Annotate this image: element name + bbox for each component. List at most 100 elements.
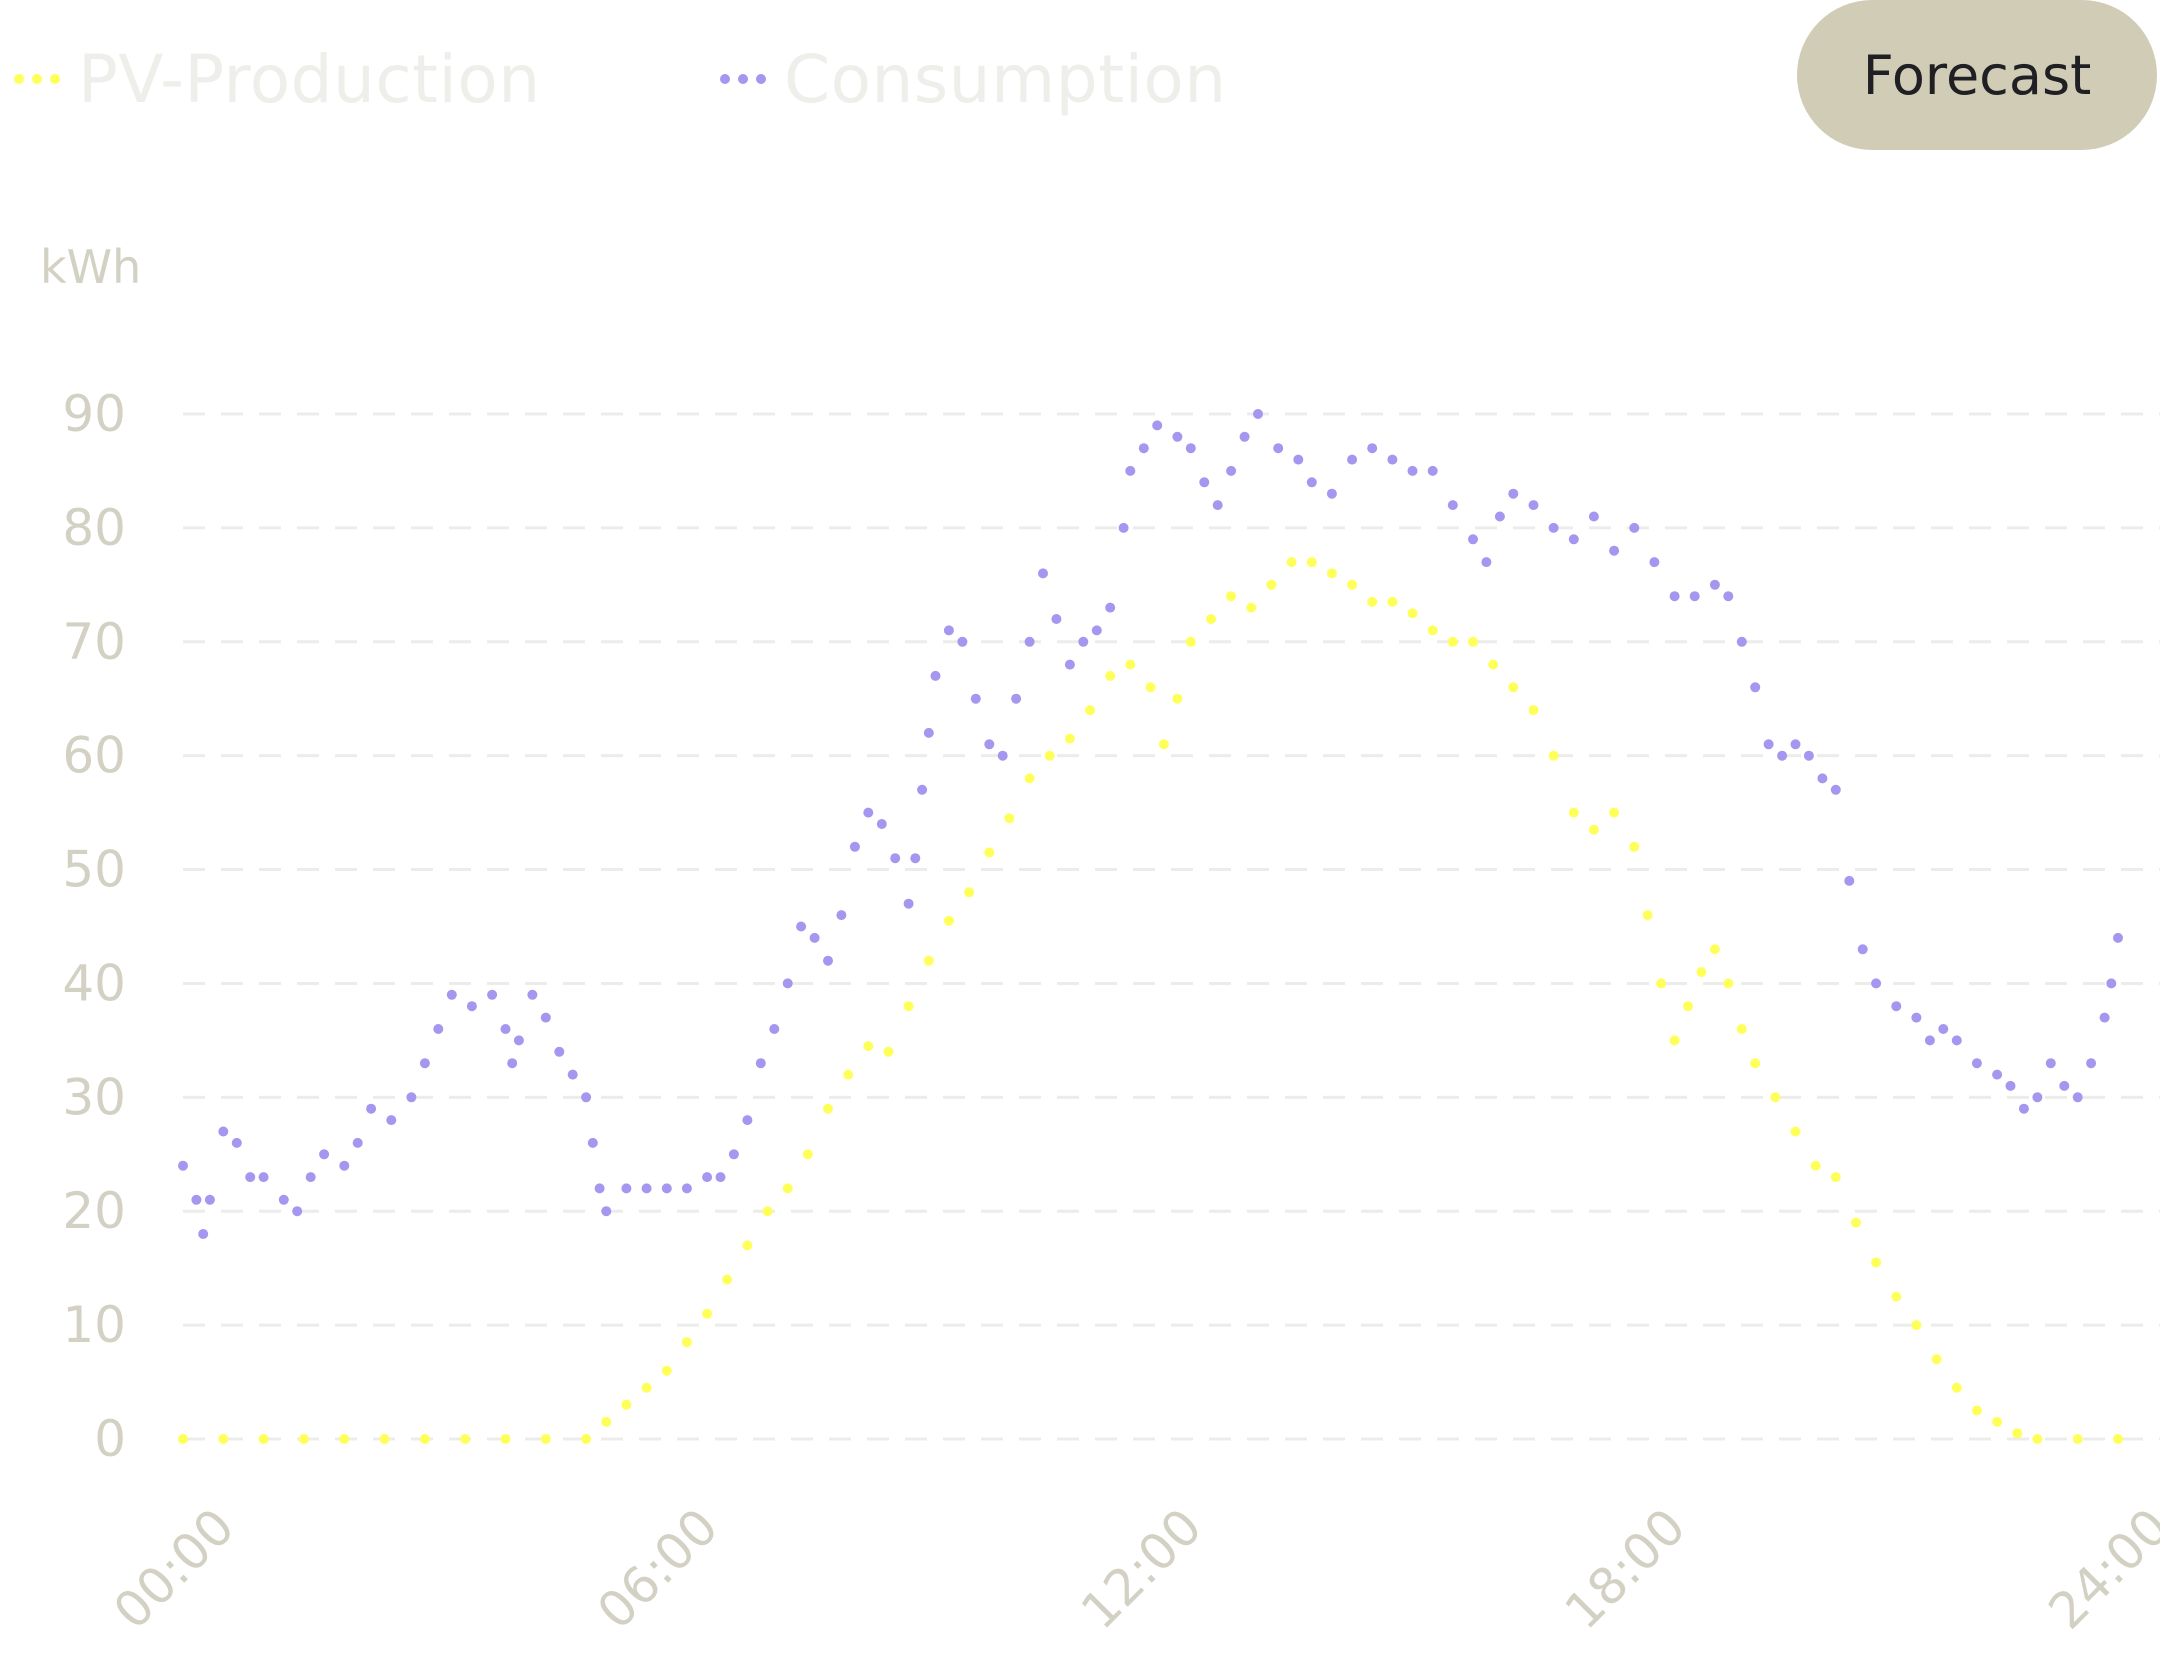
pv-production-point bbox=[1588, 824, 1599, 835]
consumption-point bbox=[2045, 1058, 2056, 1069]
pv-production-point bbox=[339, 1434, 350, 1444]
consumption-point bbox=[513, 1035, 524, 1046]
pv-production-point bbox=[1723, 978, 1734, 989]
y-tick-label: 0 bbox=[94, 1410, 126, 1468]
consumption-point bbox=[433, 1024, 444, 1034]
pv-production-point bbox=[178, 1434, 188, 1444]
consumption-point bbox=[1078, 636, 1089, 647]
consumption-point bbox=[601, 1206, 612, 1217]
forecast-button[interactable]: Forecast bbox=[1797, 0, 2157, 150]
consumption-point bbox=[231, 1137, 242, 1148]
consumption-point bbox=[567, 1069, 578, 1080]
consumption-point bbox=[1138, 443, 1149, 454]
y-tick-label: 10 bbox=[62, 1296, 126, 1354]
consumption-point bbox=[1924, 1035, 1935, 1046]
pv-production-point bbox=[782, 1183, 793, 1194]
consumption-point bbox=[1857, 944, 1868, 955]
consumption-point bbox=[1548, 522, 1559, 533]
pv-production-point bbox=[1669, 1035, 1680, 1046]
pv-production-point bbox=[1508, 682, 1519, 693]
consumption-point bbox=[339, 1160, 350, 1171]
pv-production-point bbox=[1548, 750, 1559, 761]
pv-production-point bbox=[1629, 841, 1640, 852]
consumption-point bbox=[1494, 511, 1505, 522]
consumption-point bbox=[903, 898, 914, 909]
consumption-point bbox=[1387, 454, 1398, 465]
consumption-point bbox=[702, 1172, 713, 1183]
consumption-point bbox=[742, 1115, 753, 1126]
consumption-point bbox=[1105, 602, 1116, 613]
consumption-point bbox=[1038, 568, 1048, 579]
consumption-point bbox=[970, 693, 981, 704]
pv-production-point bbox=[2012, 1428, 2023, 1439]
consumption-point bbox=[661, 1183, 672, 1194]
consumption-point bbox=[319, 1149, 330, 1160]
consumption-point bbox=[1185, 443, 1196, 454]
consumption-point bbox=[943, 625, 954, 636]
consumption-point bbox=[218, 1126, 229, 1137]
pv-production-point bbox=[1891, 1291, 1902, 1302]
pv-production-point bbox=[298, 1434, 309, 1444]
pv-production-point bbox=[1642, 910, 1653, 921]
pv-production-point bbox=[1568, 807, 1579, 818]
pv-production-point bbox=[419, 1434, 430, 1444]
pv-production-point bbox=[1306, 557, 1317, 568]
consumption-point bbox=[930, 670, 941, 681]
pv-production-point bbox=[1683, 1001, 1693, 1012]
consumption-point bbox=[245, 1172, 256, 1183]
y-tick-label: 20 bbox=[62, 1182, 126, 1240]
y-tick-label: 60 bbox=[62, 727, 126, 785]
x-axis-ticks: 00:00 06:00 12:00 18:00 24:00 bbox=[103, 1497, 2160, 1640]
pv-production-point bbox=[1736, 1024, 1747, 1034]
consumption-point bbox=[984, 739, 995, 750]
pv-production-point bbox=[702, 1308, 713, 1319]
consumption-point bbox=[1777, 750, 1788, 761]
consumption-point bbox=[1152, 420, 1163, 431]
consumption-point bbox=[1024, 636, 1035, 647]
consumption-point bbox=[728, 1149, 739, 1160]
consumption-point bbox=[1273, 443, 1284, 454]
consumption-point bbox=[1871, 978, 1882, 989]
consumption-point bbox=[681, 1183, 692, 1194]
consumption-point bbox=[1736, 636, 1747, 647]
consumption-point bbox=[1091, 625, 1102, 636]
pv-production-point bbox=[742, 1240, 753, 1251]
consumption-point bbox=[292, 1206, 303, 1217]
pv-production-point bbox=[1347, 579, 1358, 590]
consumption-point bbox=[1817, 773, 1828, 784]
consumption-point bbox=[836, 910, 847, 921]
consumption-point bbox=[500, 1024, 511, 1034]
consumption-point bbox=[1844, 875, 1855, 886]
consumption-point bbox=[1253, 409, 1263, 419]
consumption-point bbox=[191, 1194, 202, 1205]
pv-production-point bbox=[621, 1399, 632, 1410]
legend-item-consumption[interactable]: Consumption bbox=[720, 41, 1227, 118]
series-consumption bbox=[178, 409, 2123, 1239]
consumption-point bbox=[1992, 1069, 2003, 1080]
pv-production-point bbox=[762, 1206, 773, 1217]
consumption-point bbox=[406, 1092, 417, 1103]
pv-production-point bbox=[1696, 967, 1707, 978]
pv-production-point bbox=[2113, 1434, 2123, 1444]
consumption-point bbox=[581, 1092, 592, 1103]
consumption-point bbox=[1609, 545, 1620, 556]
consumption-point bbox=[1689, 591, 1700, 602]
consumption-point bbox=[587, 1137, 598, 1148]
pv-production-point bbox=[802, 1149, 813, 1160]
legend-item-pv-production[interactable]: PV-Production bbox=[14, 41, 541, 118]
pv-production-point bbox=[1226, 591, 1237, 602]
pv-production-point bbox=[1145, 682, 1156, 693]
consumption-point bbox=[782, 978, 793, 989]
consumption-point bbox=[769, 1024, 780, 1034]
consumption-point bbox=[2072, 1092, 2083, 1103]
pv-production-point bbox=[1085, 705, 1095, 716]
consumption-point bbox=[1367, 443, 1378, 454]
consumption-point bbox=[1750, 682, 1761, 693]
consumption-point bbox=[540, 1012, 551, 1023]
data-series bbox=[178, 409, 2123, 1444]
consumption-point bbox=[204, 1194, 215, 1205]
consumption-point bbox=[823, 955, 833, 966]
consumption-point bbox=[1212, 500, 1223, 511]
y-axis-ticks: 0 10 20 30 40 50 60 70 80 90 bbox=[62, 385, 126, 1468]
